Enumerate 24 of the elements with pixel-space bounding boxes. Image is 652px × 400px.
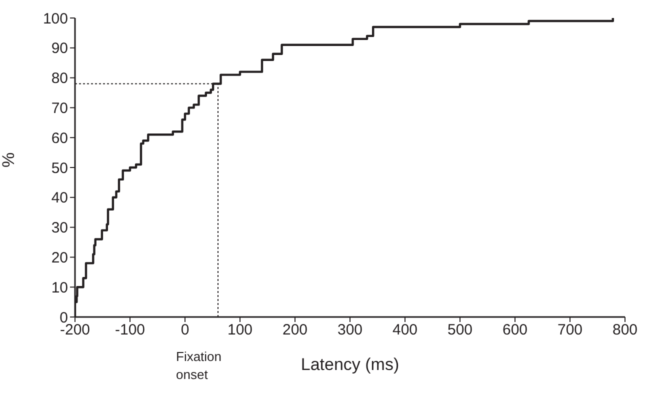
x-tick-label: -100 — [114, 322, 146, 339]
y-tick-label: 10 — [51, 279, 68, 296]
y-tick-label: 20 — [51, 250, 68, 267]
y-tick-label: 40 — [51, 190, 68, 207]
x-axis-title: Latency (ms) — [300, 355, 400, 374]
y-tick-label: 90 — [51, 40, 68, 58]
y-tick-label: 70 — [51, 100, 68, 118]
y-tick-label: 100 — [42, 10, 68, 28]
y-tick-label: 80 — [51, 70, 68, 88]
x-tick-label: 500 — [447, 322, 473, 339]
x-tick-label: 100 — [227, 322, 253, 339]
x-tick-label: 200 — [282, 322, 308, 339]
x-tick-label: 0 — [180, 322, 190, 339]
text: Fixation onset — [176, 348, 223, 384]
x-tick-label: 400 — [392, 322, 418, 339]
y-tick-label: 50 — [51, 160, 68, 177]
x-tick-label: 300 — [337, 322, 363, 339]
y-axis-title: % — [0, 152, 18, 168]
y-tick-label: 30 — [51, 220, 68, 237]
y-tick-label: 60 — [51, 130, 68, 147]
x-tick-label: 800 — [612, 322, 638, 339]
x-tick-label: 700 — [557, 322, 583, 339]
x-tick-label: 600 — [502, 322, 528, 339]
x-tick-label: -200 — [60, 322, 90, 339]
